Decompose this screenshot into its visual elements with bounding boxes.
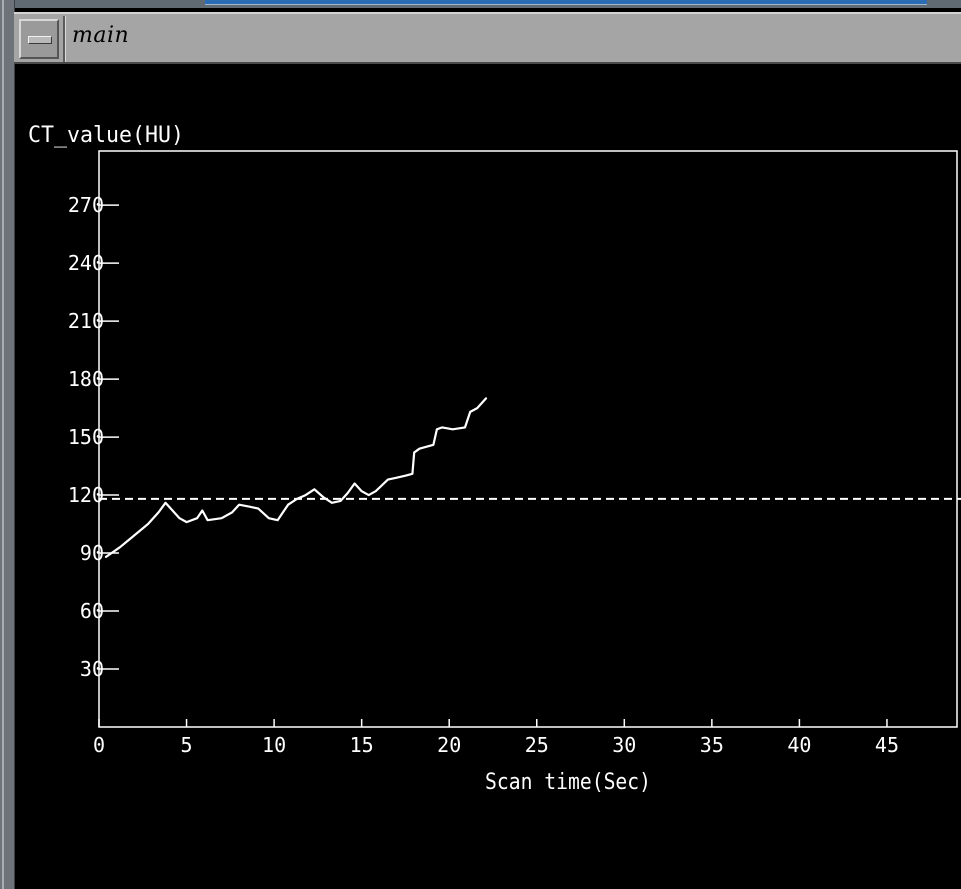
window-menu-button[interactable] (19, 19, 59, 59)
x-tick-label: 25 (525, 733, 549, 757)
y-tick-label: 90 (80, 541, 104, 565)
y-tick-label: 30 (80, 657, 104, 681)
x-tick-label: 0 (93, 733, 105, 757)
minimize-bar-icon (28, 36, 52, 44)
ct-value-series-line (104, 397, 488, 558)
x-tick-label: 35 (700, 733, 724, 757)
y-tick-label: 240 (68, 251, 104, 275)
x-tick-label: 20 (437, 733, 461, 757)
x-tick-label: 45 (875, 733, 899, 757)
window-title: main (72, 23, 130, 48)
y-tick-label: 150 (68, 425, 104, 449)
top-screen-strip (0, 0, 961, 8)
y-tick-label: 180 (68, 367, 104, 391)
y-tick-label: 120 (68, 483, 104, 507)
x-tick-label: 5 (181, 733, 193, 757)
window-left-border[interactable] (0, 0, 15, 889)
x-tick-label: 40 (787, 733, 811, 757)
y-tick-label: 210 (68, 309, 104, 333)
plot-area: CT_value(HU) Scan time(Sec) 30 60 90 120 150… (14, 64, 961, 889)
y-tick-label: 270 (68, 193, 104, 217)
plot-frame (98, 150, 958, 728)
x-tick-label: 10 (262, 733, 286, 757)
x-axis-label: Scan time(Sec) (485, 770, 651, 795)
y-tick-label: 60 (80, 599, 104, 623)
x-tick-label: 30 (612, 733, 636, 757)
x-tick-label: 15 (350, 733, 374, 757)
window-titlebar[interactable]: main (14, 12, 961, 64)
ct-chart: CT_value(HU) Scan time(Sec) 306090120150… (28, 123, 961, 795)
y-axis-label: CT_value(HU) (28, 123, 184, 148)
titlebar-divider (63, 16, 66, 62)
